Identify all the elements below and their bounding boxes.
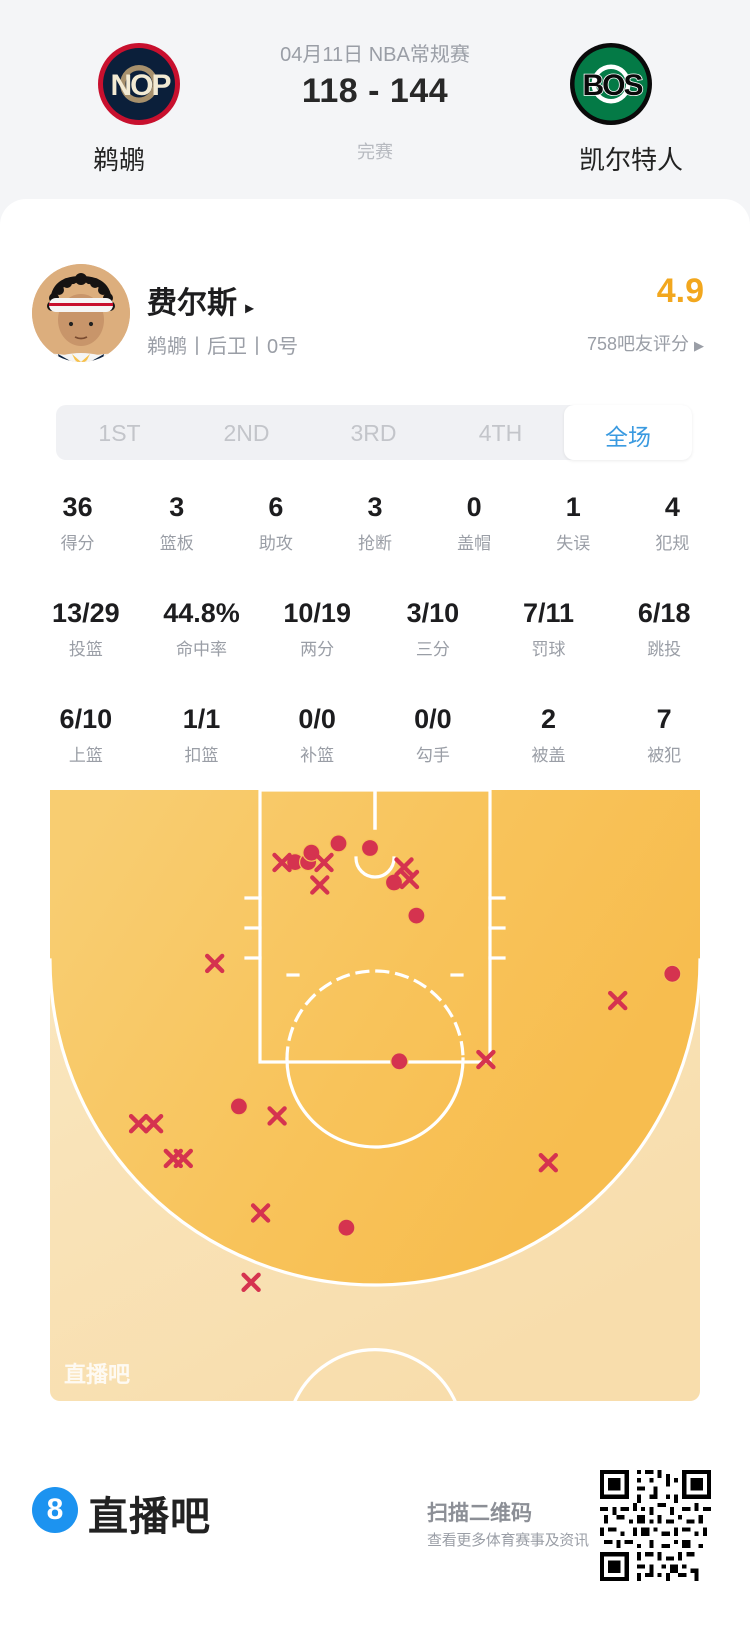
svg-text:BOS: BOS: [582, 69, 642, 102]
svg-text:NOP: NOP: [110, 69, 170, 102]
